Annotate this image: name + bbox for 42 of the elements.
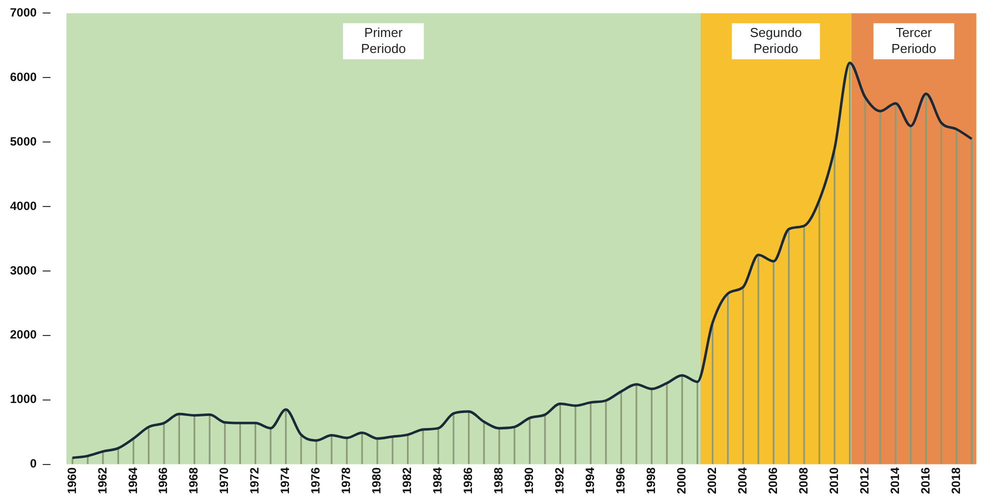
x-tick-label: 2014 bbox=[888, 466, 902, 494]
x-tick-label: 1982 bbox=[400, 466, 414, 494]
x-tick-label: 1974 bbox=[278, 466, 292, 494]
y-tick-label: 6000 bbox=[10, 70, 38, 84]
x-tick-label: 1970 bbox=[217, 466, 232, 494]
x-tick-label: 1998 bbox=[644, 466, 658, 494]
band-label: Tercer Periodo bbox=[891, 24, 936, 56]
x-tick-label: 1990 bbox=[522, 466, 536, 494]
x-tick-label: 1960 bbox=[64, 466, 79, 494]
y-tick-label: 5000 bbox=[10, 134, 38, 148]
x-tick-label: 2006 bbox=[766, 466, 780, 494]
band-label: Primer Periodo bbox=[361, 24, 406, 56]
x-tick-label: 1992 bbox=[552, 466, 567, 494]
x-tick-label: 1972 bbox=[248, 466, 262, 494]
x-tick-label: 2010 bbox=[826, 466, 841, 494]
x-tick-label: 1978 bbox=[339, 466, 354, 494]
x-tick-label: 2018 bbox=[948, 466, 963, 494]
x-tick-label: 2016 bbox=[918, 466, 932, 494]
x-tick-label: 1980 bbox=[370, 466, 384, 494]
x-tick-label: 1988 bbox=[492, 466, 506, 494]
y-tick-label: 0 bbox=[30, 456, 38, 471]
x-tick-label: 2012 bbox=[857, 466, 872, 494]
y-tick-label: 7000 bbox=[10, 6, 38, 20]
x-tick-label: 2004 bbox=[735, 466, 750, 494]
x-tick-label: 1966 bbox=[156, 466, 170, 494]
y-tick-label: 1000 bbox=[10, 392, 38, 406]
x-tick-label: 1976 bbox=[308, 466, 323, 494]
x-tick-label: 1962 bbox=[95, 466, 110, 494]
band-label: Segundo Periodo bbox=[750, 24, 802, 56]
x-tick-label: 2008 bbox=[796, 466, 810, 494]
x-tick-label: 1996 bbox=[613, 466, 628, 494]
y-tick-label: 2000 bbox=[10, 328, 38, 342]
line-series bbox=[71, 62, 973, 460]
x-tick-label: 2002 bbox=[704, 466, 719, 494]
x-tick-label: 1964 bbox=[126, 466, 140, 494]
x-tick-label: 2000 bbox=[674, 466, 688, 494]
x-tick-label: 1994 bbox=[583, 466, 598, 494]
x-tick-label: 1984 bbox=[430, 466, 445, 494]
x-tick-label: 1986 bbox=[461, 466, 476, 494]
y-tick-label: 4000 bbox=[10, 198, 38, 213]
y-tick-label: 3000 bbox=[10, 263, 38, 278]
x-tick-label: 1968 bbox=[186, 466, 201, 494]
